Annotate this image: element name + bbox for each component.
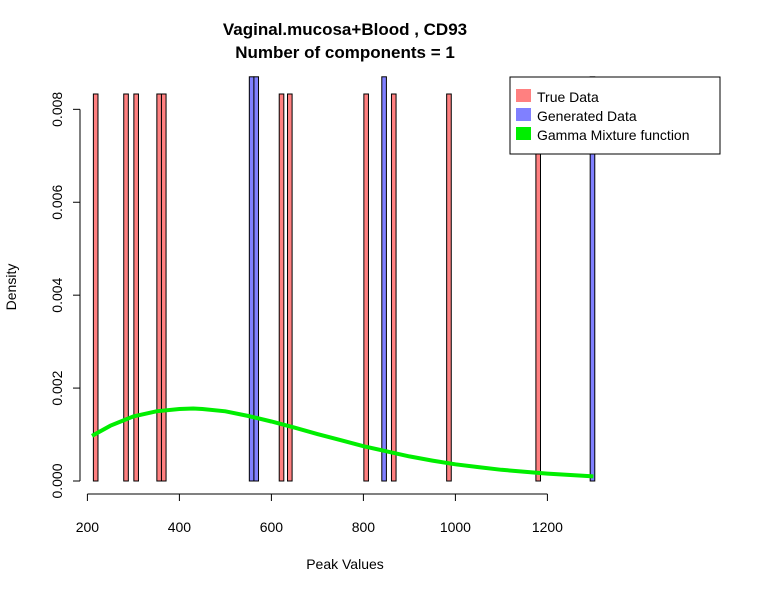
y-axis-label: Density [3,264,19,311]
y-tick-label: 0.000 [49,463,65,498]
true-data-bar [278,93,285,482]
true-data-bar [363,93,369,482]
true-data-bar [123,93,129,482]
true-data-bar [390,93,397,482]
legend-swatch-true-data [516,89,531,102]
gamma-mixture-line [91,406,594,479]
chart-subtitle: Number of components = 1 [235,43,455,62]
x-tick-label: 600 [260,519,284,535]
true-data-bar [156,93,162,482]
y-axis: 0.000 0.002 0.004 0.006 0.008 [49,92,81,499]
y-tick-label: 0.004 [49,277,65,312]
legend: True Data Generated Data Gamma Mixture f… [509,76,721,155]
x-tick-label: 800 [352,519,376,535]
generated-data-bars [248,76,596,482]
generated-data-bar [248,76,255,482]
chart-title: Vaginal.mucosa+Blood , CD93 [223,20,467,39]
legend-box [509,76,721,155]
generated-data-bar [253,76,260,482]
x-tick-label: 1200 [532,519,563,535]
x-tick-label: 400 [168,519,192,535]
x-tick-label: 200 [76,519,100,535]
legend-swatch-generated-data [516,108,531,121]
true-data-bars [92,93,542,482]
legend-swatch-gamma-mixture [516,127,531,140]
y-tick-label: 0.008 [49,92,65,127]
x-axis: 200 400 600 800 1000 1200 [76,493,563,535]
true-data-bar [287,93,293,482]
y-tick-label: 0.006 [49,185,65,220]
legend-label-gamma-mixture: Gamma Mixture function [537,127,690,143]
true-data-bar [160,93,167,482]
generated-data-bar [381,76,387,482]
legend-label-true-data: True Data [537,89,599,105]
true-data-bar [446,93,452,482]
x-tick-label: 1000 [440,519,471,535]
true-data-bar [133,93,139,482]
y-tick-label: 0.002 [49,370,65,405]
legend-label-generated-data: Generated Data [537,108,637,124]
true-data-bar [92,93,99,482]
x-axis-label: Peak Values [306,556,384,572]
